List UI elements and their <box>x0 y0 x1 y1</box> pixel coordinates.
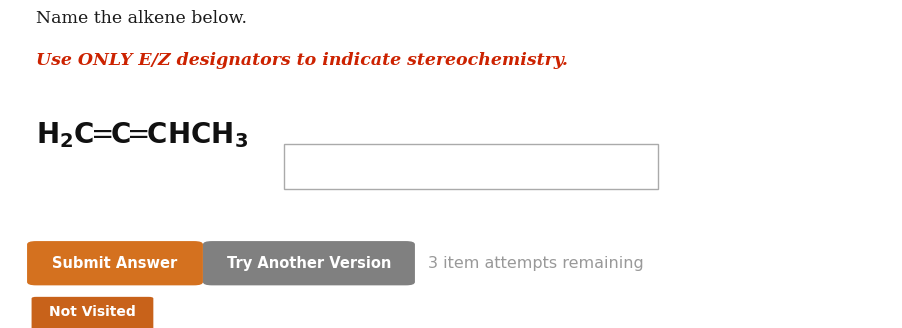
FancyBboxPatch shape <box>284 144 658 189</box>
Text: Submit Answer: Submit Answer <box>52 256 178 271</box>
Text: 3 item attempts remaining: 3 item attempts remaining <box>428 256 644 271</box>
Text: Try Another Version: Try Another Version <box>226 256 391 271</box>
FancyBboxPatch shape <box>203 241 415 285</box>
Text: Name the alkene below.: Name the alkene below. <box>36 10 247 27</box>
Text: $\bf{H_2C}$$\!\!=\!\!$$\bf{C}$$\!\!=\!\!$$\bf{CHCH_3}$: $\bf{H_2C}$$\!\!=\!\!$$\bf{C}$$\!\!=\!\!… <box>36 120 248 150</box>
Text: Not Visited: Not Visited <box>49 305 136 319</box>
FancyBboxPatch shape <box>27 241 203 285</box>
FancyBboxPatch shape <box>32 297 153 328</box>
Text: Use ONLY E/Z designators to indicate stereochemistry.: Use ONLY E/Z designators to indicate ste… <box>36 52 568 70</box>
